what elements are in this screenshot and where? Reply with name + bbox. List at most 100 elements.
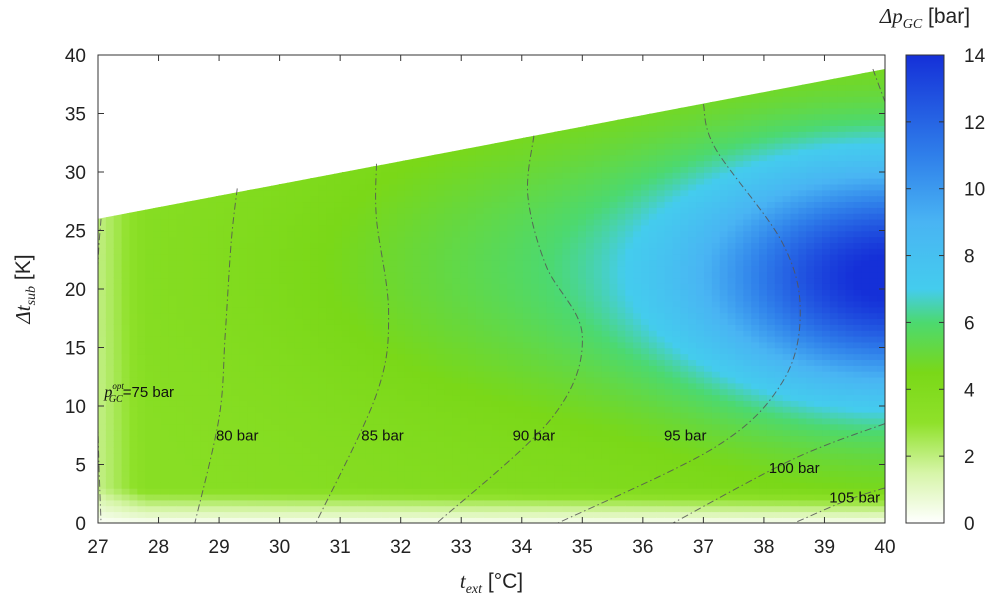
heatmap-cell (452, 517, 461, 523)
heatmap-cell (436, 236, 446, 243)
heatmap-cell (365, 370, 375, 378)
heatmap-cell (255, 136, 265, 144)
heatmap-cell (153, 441, 162, 448)
heatmap-cell (200, 136, 209, 144)
heatmap-cell (223, 318, 233, 325)
heatmap-cell (357, 189, 367, 197)
heatmap-cell (255, 446, 265, 454)
heatmap-cell (499, 230, 509, 238)
heatmap-cell (137, 347, 147, 355)
heatmap-cell (208, 265, 217, 273)
heatmap-cell (208, 294, 217, 302)
heatmap-cell (168, 142, 178, 150)
heatmap-cell (263, 359, 272, 366)
heatmap-cell (412, 201, 422, 208)
heatmap-cell (231, 341, 241, 349)
heatmap-cell (578, 335, 587, 343)
heatmap-cell (554, 382, 564, 390)
heatmap-cell (538, 487, 548, 495)
heatmap-cell (420, 452, 430, 460)
heatmap-cell (578, 253, 587, 261)
heatmap-cell (145, 318, 154, 325)
heatmap-cell (295, 61, 304, 68)
heatmap-cell (184, 458, 194, 466)
heatmap-cell (231, 493, 241, 501)
heatmap-cell (436, 435, 446, 442)
heatmap-cell (239, 265, 249, 273)
heatmap-cell (578, 72, 587, 80)
heatmap-cell (585, 370, 595, 378)
heatmap-cell (310, 125, 320, 132)
heatmap-cell (137, 207, 147, 214)
heatmap-cell (562, 183, 571, 191)
heatmap-cell (546, 411, 556, 419)
heatmap-cell (137, 306, 147, 314)
heatmap-cell (200, 464, 209, 472)
heatmap-cell (570, 131, 579, 138)
heatmap-cell (286, 131, 296, 138)
heatmap-cell (444, 136, 453, 144)
heatmap-cell (436, 329, 446, 337)
heatmap-cell (121, 78, 131, 86)
heatmap-cell (294, 207, 304, 214)
heatmap-cell (365, 376, 375, 384)
heatmap-cell (184, 517, 194, 523)
heatmap-cell (349, 242, 359, 249)
heatmap-cell (334, 78, 343, 86)
heatmap-cell (515, 435, 524, 442)
heatmap-cell (341, 95, 351, 103)
heatmap-cell (168, 69, 178, 74)
heatmap-cell (239, 142, 249, 150)
heatmap-cell (467, 69, 477, 74)
heatmap-cell (365, 411, 375, 419)
heatmap-cell (318, 271, 328, 279)
heatmap-cell (349, 423, 359, 431)
heatmap-cell (326, 376, 335, 384)
heatmap-cell (98, 324, 107, 331)
heatmap-cell (538, 119, 548, 126)
heatmap-cell (349, 283, 359, 290)
heatmap-cell (436, 259, 446, 267)
heatmap-cell (349, 446, 359, 454)
heatmap-cell (223, 511, 233, 518)
heatmap-cell (546, 400, 556, 407)
heatmap-cell (507, 183, 516, 191)
heatmap-cell (310, 265, 320, 273)
heatmap-cell (129, 230, 139, 238)
heatmap-cell (231, 289, 241, 296)
heatmap-cell (554, 55, 563, 62)
heatmap-cell (105, 376, 115, 384)
heatmap-cell (160, 476, 170, 483)
heatmap-cell (302, 253, 312, 261)
heatmap-cell (255, 283, 265, 290)
heatmap-cell (491, 230, 501, 238)
heatmap-cell (546, 300, 556, 308)
heatmap-cell (302, 300, 312, 308)
heatmap-cell (546, 294, 556, 302)
heatmap-cell (310, 493, 320, 501)
heatmap-cell (208, 499, 217, 507)
heatmap-cell (538, 324, 548, 331)
heatmap-cell (460, 499, 469, 507)
heatmap-cell (239, 95, 249, 103)
heatmap-cell (530, 294, 540, 302)
heatmap-cell (121, 464, 131, 472)
heatmap-cell (428, 359, 438, 366)
heatmap-cell (357, 265, 367, 273)
heatmap-cell (279, 142, 288, 150)
heatmap-cell (160, 400, 170, 407)
heatmap-cell (475, 189, 485, 197)
heatmap-cell (507, 172, 516, 179)
heatmap-cell (412, 131, 422, 138)
heatmap-cell (530, 177, 540, 185)
heatmap-cell (255, 300, 265, 308)
heatmap-cell (153, 411, 162, 419)
heatmap-cell (334, 400, 343, 407)
heatmap-cell (507, 300, 516, 308)
heatmap-cell (499, 499, 509, 507)
heatmap-cell (129, 435, 139, 442)
heatmap-cell (302, 212, 312, 220)
heatmap-cell (467, 84, 477, 91)
heatmap-cell (184, 300, 194, 308)
heatmap-cell (192, 493, 202, 501)
